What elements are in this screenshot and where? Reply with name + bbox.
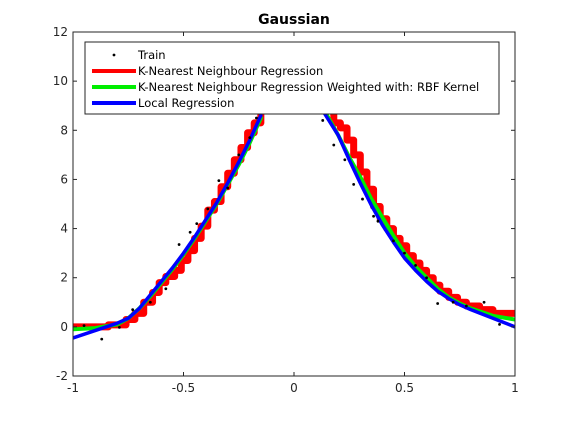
series-layer — [73, 104, 515, 341]
train-point — [248, 136, 252, 140]
train-point — [414, 264, 417, 267]
train-point — [206, 207, 210, 211]
train-point — [226, 186, 230, 190]
train-point — [372, 214, 375, 218]
legend-label: Local Regression — [138, 96, 234, 110]
y-tick-label: 10 — [53, 74, 68, 88]
train-point — [451, 300, 455, 304]
y-tick-label: 8 — [60, 123, 68, 137]
y-tick-label: 0 — [60, 320, 68, 334]
train-point — [237, 153, 241, 157]
legend-label: K-Nearest Neighbour Regression — [138, 64, 323, 78]
legend-label: K-Nearest Neighbour Regression Weighted … — [138, 80, 479, 94]
chart-title: Gaussian — [258, 12, 330, 28]
train-point — [321, 119, 325, 122]
ticks-layer: -1 -0.5 0 0.5 1 -2 0 2 4 6 8 10 12 — [53, 25, 519, 395]
train-point — [498, 323, 501, 326]
train-point — [361, 197, 364, 201]
train-point — [195, 222, 199, 226]
train-point — [436, 302, 440, 305]
train-point — [217, 179, 221, 183]
legend-marker-train — [112, 53, 116, 57]
x-tick-label: -0.5 — [172, 381, 195, 395]
train-point — [482, 300, 486, 304]
train-point — [164, 287, 168, 291]
y-tick-label: 6 — [60, 172, 68, 186]
y-tick-label: 12 — [53, 25, 68, 39]
train-point — [352, 182, 356, 186]
train-point — [255, 116, 258, 120]
y-tick-label: -2 — [56, 369, 68, 383]
train-point — [425, 276, 428, 280]
y-tick-label: 2 — [60, 271, 68, 285]
train-point — [131, 308, 135, 312]
train-point — [376, 219, 380, 223]
x-tick-label: 0.5 — [395, 381, 414, 395]
train-point — [177, 243, 181, 246]
local-regression-line — [73, 113, 263, 340]
x-tick-label: 1 — [511, 381, 519, 395]
train-point — [82, 324, 86, 328]
train-point — [188, 230, 192, 234]
train-point — [392, 239, 395, 243]
x-tick-label: 0 — [290, 381, 298, 395]
train-point — [403, 251, 406, 255]
local-regression-line — [320, 108, 515, 329]
series-train-points — [82, 116, 501, 341]
legend: Train K-Nearest Neighbour Regression K-Nea… — [84, 41, 500, 115]
knn-regression-line — [323, 104, 515, 317]
train-point — [148, 300, 152, 304]
train-point — [332, 143, 336, 147]
train-point — [118, 325, 121, 329]
train-point — [464, 304, 468, 308]
y-tick-label: 4 — [60, 222, 68, 236]
train-point — [343, 158, 347, 162]
train-point — [100, 337, 104, 341]
x-tick-label: -1 — [67, 381, 79, 395]
legend-box — [84, 41, 500, 115]
legend-label: Train — [137, 48, 166, 62]
